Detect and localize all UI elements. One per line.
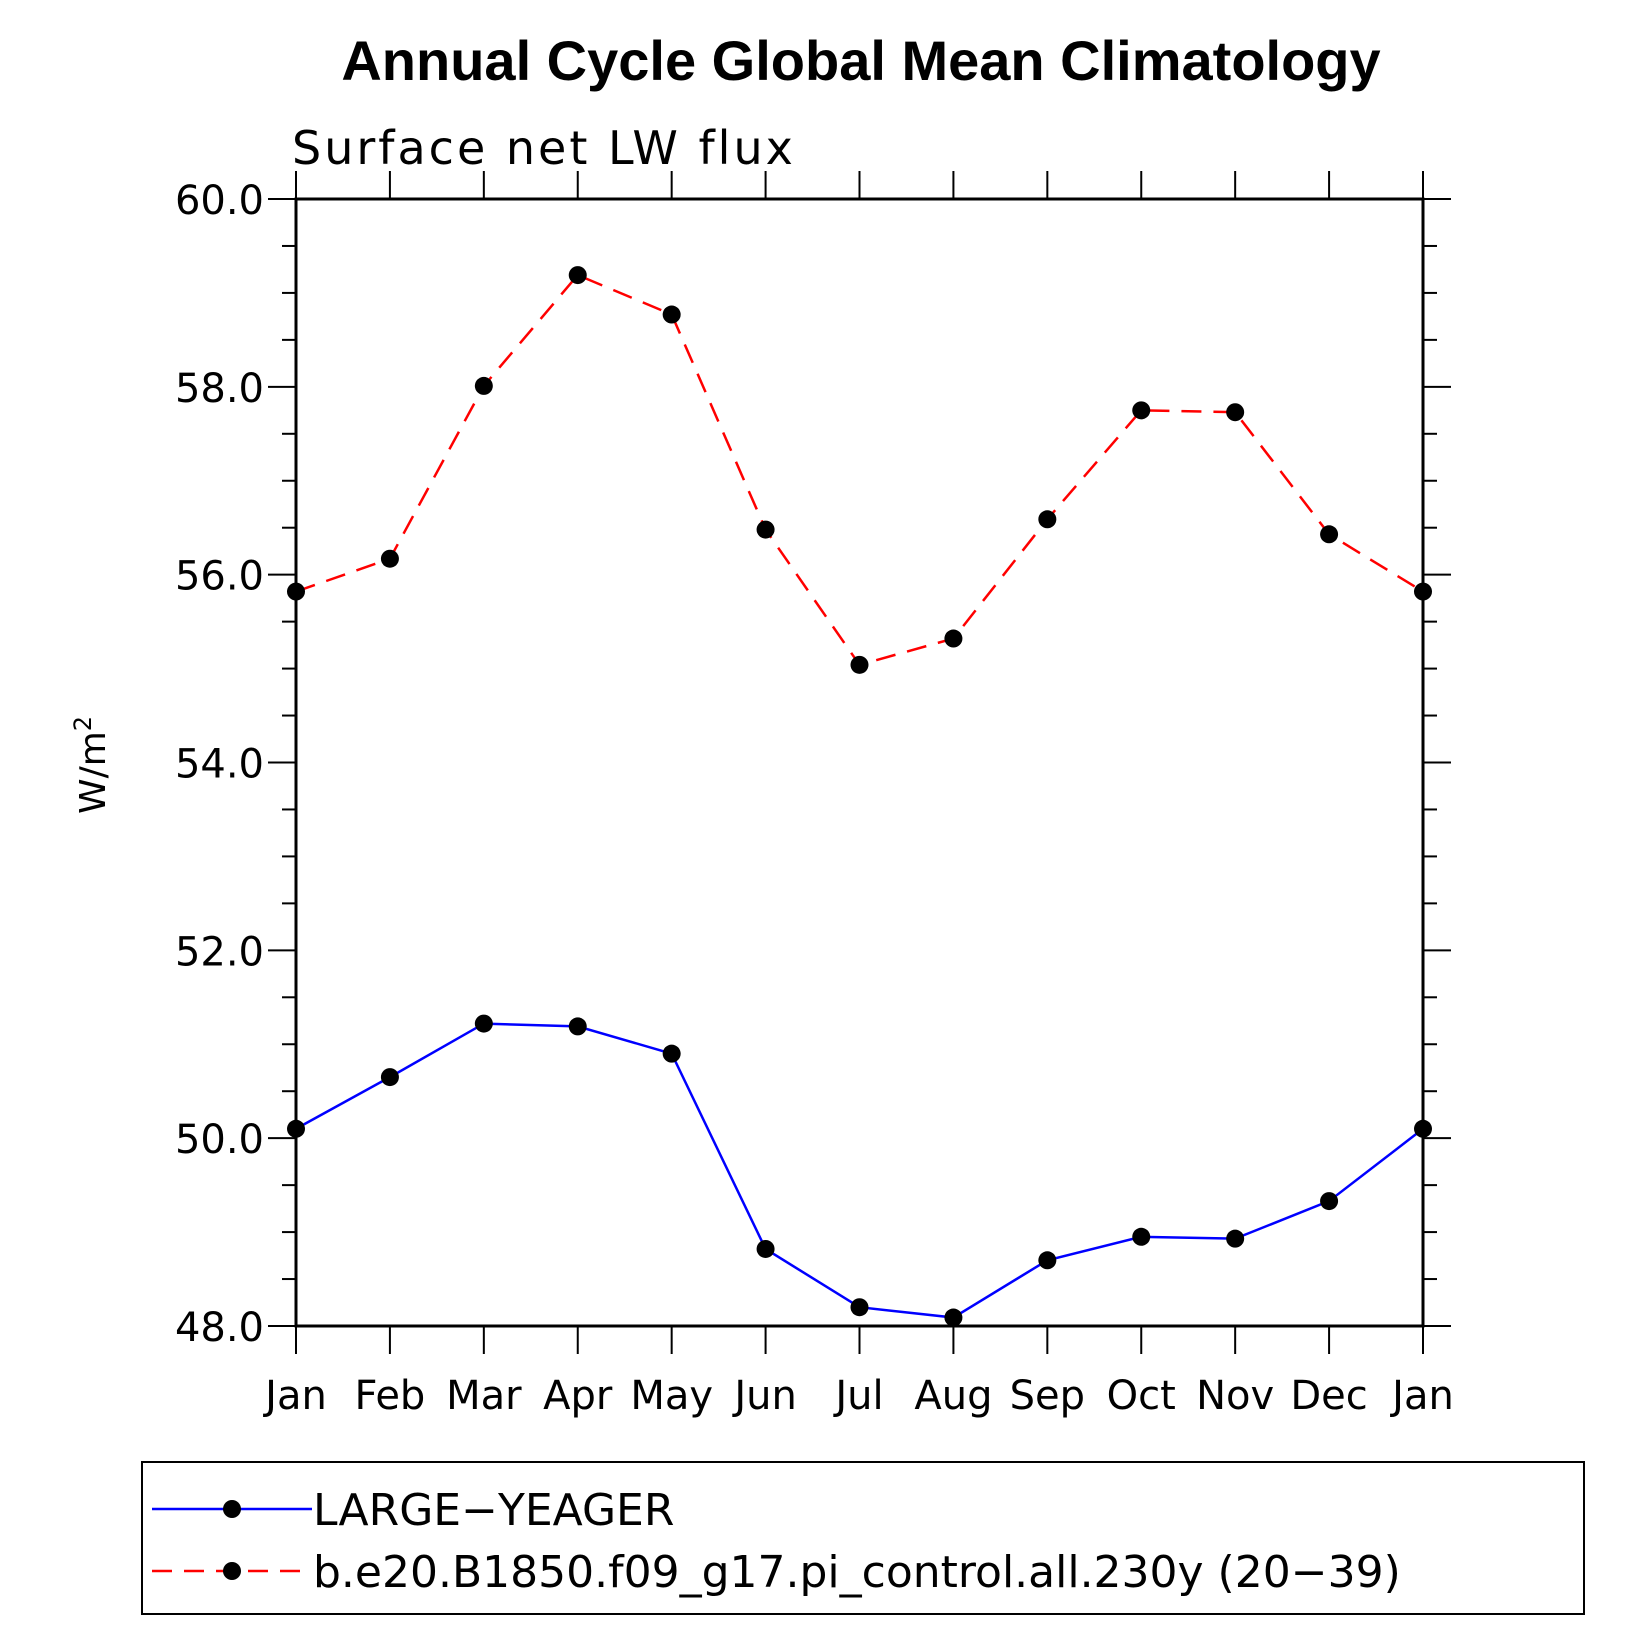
data-point [944, 1308, 963, 1327]
y-axis-ticks: 48.0 50.0 52.0 54.0 56.0 58.0 60.0 [175, 178, 1451, 1351]
legend-label-1: LARGE−YEAGER [313, 1485, 674, 1536]
data-point [1414, 1119, 1432, 1138]
y-axis-label: W/m2 [69, 716, 114, 814]
x-tick-label: Feb [355, 1373, 426, 1419]
data-point [662, 1044, 681, 1063]
y-tick-label: 56.0 [175, 554, 264, 600]
data-point [1132, 1227, 1151, 1246]
series-2 [287, 266, 1432, 674]
x-tick-label: Mar [446, 1373, 522, 1419]
data-point [756, 1239, 775, 1258]
chart-subtitle: Surface net LW flux [292, 121, 796, 175]
data-point [380, 549, 399, 568]
data-point [850, 1298, 869, 1317]
y-tick-label: 52.0 [175, 929, 264, 975]
y-tick-label: 58.0 [175, 366, 264, 412]
legend: LARGE−YEAGER b.e20.B1850.f09_g17.pi_contr… [141, 1461, 1585, 1615]
x-tick-label: Jan [262, 1373, 327, 1419]
legend-label-2: b.e20.B1850.f09_g17.pi_control.all.230y … [313, 1547, 1401, 1598]
legend-box [141, 1461, 1585, 1615]
y-tick-label: 50.0 [175, 1117, 264, 1163]
x-tick-label: Jan [1389, 1373, 1454, 1419]
legend-marker-1 [223, 1500, 241, 1518]
x-axis-ticks: Jan Feb Mar Apr May Jun Jul Aug Sep Oct Nov Dec Jan [262, 171, 1454, 1419]
data-point [1226, 403, 1245, 422]
data-point [944, 629, 963, 648]
data-point [1320, 525, 1339, 544]
data-point [1414, 582, 1432, 601]
y-axis-label-superscript: 2 [69, 716, 97, 731]
y-tick-label: 60.0 [175, 178, 264, 224]
x-tick-label: Dec [1290, 1373, 1367, 1419]
series-line-1 [295, 1022, 1424, 1319]
data-point [287, 582, 305, 601]
data-point [1132, 401, 1151, 420]
y-axis-label-unit: W/m [73, 731, 114, 814]
data-point [850, 655, 869, 674]
data-point [568, 1017, 587, 1036]
data-point [1226, 1229, 1245, 1248]
legend-marker-2 [223, 1562, 241, 1580]
data-point [474, 376, 493, 395]
x-tick-label: May [630, 1373, 713, 1419]
data-point [756, 520, 775, 539]
x-tick-label: Jun [731, 1373, 797, 1419]
x-tick-label: Aug [914, 1373, 992, 1419]
data-point [287, 1119, 305, 1138]
data-point [662, 305, 681, 324]
series-line-2 [295, 273, 1424, 667]
data-point [380, 1068, 399, 1087]
x-tick-label: Oct [1107, 1373, 1176, 1419]
x-tick-label: Jul [832, 1373, 883, 1419]
data-point [1320, 1192, 1339, 1211]
x-tick-label: Nov [1196, 1373, 1274, 1419]
y-tick-label: 48.0 [175, 1305, 264, 1351]
x-tick-label: Sep [1010, 1373, 1085, 1419]
data-point [1038, 510, 1057, 529]
chart-title: Annual Cycle Global Mean Climatology [341, 29, 1380, 92]
data-point [1038, 1251, 1057, 1270]
series-layer [287, 266, 1432, 1327]
y-tick-label: 54.0 [175, 742, 264, 788]
plot-frame [294, 197, 1425, 1328]
series-1 [287, 1014, 1432, 1327]
x-tick-label: Apr [543, 1373, 613, 1419]
data-point [568, 266, 587, 285]
data-point [474, 1014, 493, 1033]
